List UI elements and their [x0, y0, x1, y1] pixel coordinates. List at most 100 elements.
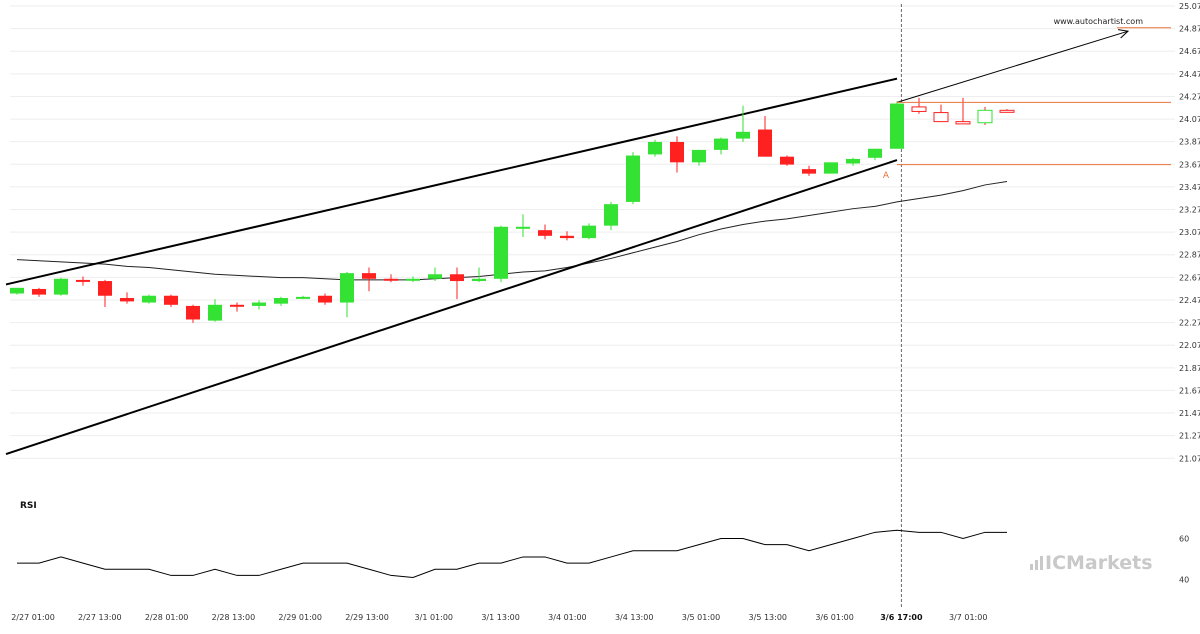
x-tick-label: 3/6 17:00	[880, 613, 923, 622]
candle-body	[98, 281, 112, 296]
projection-arrow-line	[896, 30, 1129, 103]
candle-body	[846, 158, 860, 164]
x-tick-label: 2/27 01:00	[11, 613, 55, 622]
y-tick-label: 23.2726	[1179, 206, 1200, 215]
x-tick-label: 3/5 13:00	[749, 613, 787, 622]
x-tick-label: 3/6 01:00	[815, 613, 853, 622]
x-tick-label: 2/29 13:00	[345, 613, 389, 622]
candle-body	[208, 304, 222, 321]
moving-average-layer	[16, 181, 1008, 281]
candle-body	[274, 298, 288, 304]
projected-candle-body	[977, 109, 993, 124]
axis-layer: 25.0726 24.8726 24.6726 24.4726 24.2726 24.07…	[11, 2, 1200, 622]
candle-body	[142, 295, 156, 303]
x-tick-label: 3/1 01:00	[415, 613, 453, 622]
y-tick-label: 22.0726	[1179, 341, 1200, 350]
y-tick-label: 21.8726	[1179, 364, 1200, 373]
candle-body	[714, 138, 728, 150]
x-tick-label: 2/28 01:00	[145, 613, 189, 622]
candle-body	[802, 169, 816, 174]
candle-body	[252, 302, 266, 306]
candle-body	[186, 305, 200, 320]
candle-body	[318, 295, 332, 303]
y-tick-label: 22.6726	[1179, 273, 1200, 282]
candle-body	[340, 273, 354, 303]
candle-body	[582, 225, 596, 239]
projected-candle-body	[999, 109, 1015, 113]
candle-body	[10, 287, 24, 294]
y-tick-label: 23.0726	[1179, 228, 1200, 237]
candle-body	[450, 274, 464, 282]
y-tick-label: 21.4726	[1179, 409, 1200, 418]
candle-body	[604, 204, 618, 226]
x-tick-label: 3/5 01:00	[682, 613, 720, 622]
x-tick-label: 2/29 01:00	[278, 613, 322, 622]
y-tick-label: 23.6726	[1179, 160, 1200, 169]
channel-upper-line	[5, 77, 898, 286]
y-tick-label: 24.0726	[1179, 115, 1200, 124]
x-tick-label: 3/4 13:00	[615, 613, 653, 622]
candle-body	[296, 296, 310, 299]
y-tick-label: 22.4726	[1179, 296, 1200, 305]
moving-average-line	[16, 181, 1008, 281]
candle-body	[736, 131, 750, 139]
candle-body	[76, 279, 90, 282]
y-tick-label: 24.8726	[1179, 25, 1200, 34]
candle-body	[780, 156, 794, 165]
x-tick-label: 3/7 01:00	[949, 613, 987, 622]
candle-body	[516, 226, 530, 229]
rsi-layer	[17, 529, 1007, 578]
brand-name: ICMarkets	[1045, 552, 1153, 574]
y-tick-label: 21.2726	[1179, 432, 1200, 441]
y-tick-label: 21.0726	[1179, 454, 1200, 463]
projected-candle-body	[933, 112, 949, 123]
rsi-tick-label: 40	[1179, 576, 1189, 585]
candle-body	[626, 155, 640, 202]
candle-layer	[10, 97, 1015, 323]
level-layer: A	[883, 27, 1171, 181]
candle-body	[494, 226, 508, 279]
candle-body	[230, 304, 244, 307]
candle-body	[560, 235, 574, 239]
bars-icon	[1030, 556, 1043, 570]
rsi-tick-label: 60	[1179, 534, 1189, 543]
rsi-line	[17, 529, 1007, 578]
candle-body	[406, 278, 420, 281]
projected-candle-body	[955, 121, 971, 125]
candle-body	[890, 103, 904, 149]
candle-body	[648, 141, 662, 155]
x-tick-label: 3/1 13:00	[481, 613, 519, 622]
candle-body	[428, 274, 442, 279]
candle-body	[670, 141, 684, 163]
y-tick-label: 22.8726	[1179, 251, 1200, 260]
watermark-url: www.autochartist.com	[1054, 17, 1144, 26]
x-tick-label: 2/27 13:00	[78, 613, 122, 622]
candle-body	[384, 278, 398, 281]
candle-body	[538, 230, 552, 236]
candle-body	[868, 148, 882, 158]
x-tick-label: 3/4 01:00	[548, 613, 586, 622]
y-tick-label: 23.8726	[1179, 138, 1200, 147]
y-tick-label: 24.4726	[1179, 70, 1200, 79]
grid-layer	[10, 4, 1175, 608]
candle-body	[362, 273, 376, 279]
pattern-marker-label: A	[883, 171, 890, 181]
projected-candle-body	[911, 106, 927, 112]
y-tick-label: 24.2726	[1179, 92, 1200, 101]
candle-body	[32, 288, 46, 295]
candle-body	[758, 129, 772, 157]
candle-body	[54, 278, 68, 295]
candle-body	[692, 149, 706, 163]
y-tick-label: 23.4726	[1179, 183, 1200, 192]
y-tick-label: 22.2726	[1179, 319, 1200, 328]
candle-body	[824, 162, 838, 174]
channel-layer	[5, 29, 1130, 455]
y-tick-label: 21.6726	[1179, 386, 1200, 395]
candle-body	[120, 298, 134, 302]
candle-body	[164, 295, 178, 305]
y-tick-label: 25.0726	[1179, 2, 1200, 11]
projection-arrow-head	[1118, 29, 1130, 39]
y-tick-label: 24.6726	[1179, 47, 1200, 56]
